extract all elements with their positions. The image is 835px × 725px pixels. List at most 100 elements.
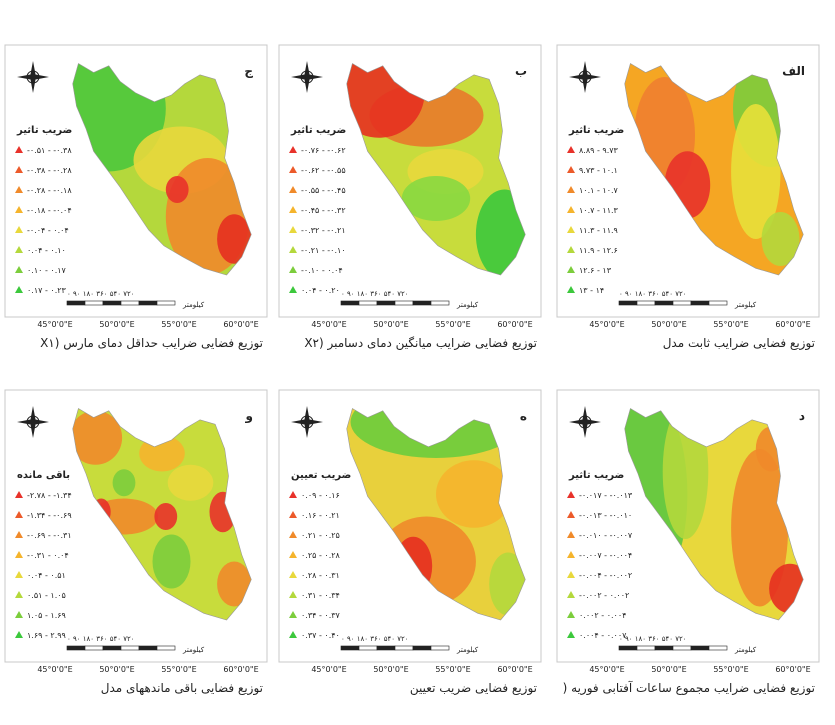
legend-item: ۱۲.۶ - ۱۳: [579, 266, 612, 275]
legend-item: ۰.۳۱ - ۰.۳۴: [301, 591, 340, 600]
caption: توزیع فضایی ضرایب میانگین دمای دسامبر (X…: [304, 336, 537, 351]
longitude-label: 55°0'0"E: [161, 665, 196, 674]
legend-item: -۰.۱۸ - -۰.۰۴: [27, 206, 72, 215]
longitude-label: 55°0'0"E: [713, 320, 748, 329]
caption: توزیع فضایی ضریب تعیین: [410, 681, 537, 696]
scale-unit: کیلومتر: [734, 301, 757, 309]
longitude-label: 45°0'0"E: [37, 320, 72, 329]
longitude-label: 55°0'0"E: [435, 665, 470, 674]
panel-letter: ه: [520, 409, 527, 423]
legend-item: ۰.۲۸ - ۰.۳۱: [301, 571, 340, 580]
legend-item: -۰.۱۰ - ۰.۰۴: [301, 266, 343, 275]
legend-item: ۰.۰۹ - ۰.۱۶: [301, 491, 340, 500]
longitude-label: 60°0'0"E: [775, 665, 810, 674]
caption: توزیع فضایی باقی ماندههای مدل: [101, 681, 263, 696]
legend-item: -۰.۰۱۷ - -۰.۰۱۳: [579, 491, 633, 500]
map-zone: [113, 469, 136, 496]
legend-item: -۰.۳۲ - -۰.۲۱: [301, 226, 346, 235]
scale-unit: کیلومتر: [182, 646, 205, 654]
longitude-label: 45°0'0"E: [37, 665, 72, 674]
map-zone: [154, 503, 177, 530]
legend-item: -۱.۳۴ - -۰.۶۹: [27, 511, 72, 520]
caption: توزیع فضایی ضرایب ثابت مدل: [663, 336, 815, 351]
scale-labels: ۰ ۹۰ ۱۸۰ ۳۶۰ ۵۴۰ ۷۲۰: [341, 290, 409, 298]
legend-title: باقی مانده: [17, 470, 70, 481]
legend-item: -۰.۵۱ - -۰.۳۸: [27, 146, 72, 155]
caption: توزیع فضایی ضرایب مجموع ساعات آفتابی فور…: [563, 680, 815, 696]
map-panel: ج ضریب تاثیر -۰.۵۱ - -۰.۳۸ -۰.۳۸ - -۰.۲۸ -۰.…: [5, 45, 267, 351]
map-zone: [153, 535, 191, 589]
legend-title: ضریب تاثیر: [290, 125, 346, 136]
legend-item: -۰.۶۲ - -۰.۵۵: [301, 166, 346, 175]
legend-item: ۱.۶۹ - ۲.۹۹: [27, 631, 66, 640]
legend-item: ۰.۰۰۲ - ۰.۰۰۴: [579, 611, 626, 620]
legend-title: ضریب تعیین: [291, 470, 351, 481]
panel-letter: ج: [244, 64, 253, 78]
scale-labels: ۰ ۹۰ ۱۸۰ ۳۶۰ ۵۴۰ ۷۲۰: [67, 635, 135, 643]
longitude-label: 45°0'0"E: [311, 320, 346, 329]
legend-item: ۰.۳۴ - ۰.۳۷: [301, 611, 341, 620]
legend-item: ۰.۳۷ - ۰.۴۰: [301, 631, 340, 640]
legend-item: -۰.۳۸ - -۰.۲۸: [27, 166, 72, 175]
longitude-label: 50°0'0"E: [373, 665, 408, 674]
longitude-label: 55°0'0"E: [161, 320, 196, 329]
longitude-label: 50°0'0"E: [651, 320, 686, 329]
legend-item: -۰.۰۱۰ - -۰.۰۰۷: [579, 531, 633, 540]
legend-item: -۰.۰۰۷ - -۰.۰۰۴: [579, 551, 632, 560]
longitude-label: 60°0'0"E: [223, 665, 258, 674]
legend-item: ۹.۷۳ - ۱۰.۱: [579, 166, 618, 175]
legend-item: ۰.۵۱ - ۱.۰۵: [27, 591, 66, 600]
legend-item: ۱.۰۵ - ۱.۶۹: [27, 611, 66, 620]
legend-item: ۰.۲۵ - ۰.۲۸: [301, 551, 341, 560]
legend-item: ۱۰.۷ - ۱۱.۳: [579, 206, 619, 215]
longitude-label: 50°0'0"E: [99, 320, 134, 329]
legend-item: ۰.۲۱ - ۰.۲۵: [301, 531, 340, 540]
legend-item: ۱۱.۹ - ۱۲.۶: [579, 246, 618, 255]
legend-item: -۰.۳۱ - ۰.۰۴: [27, 551, 69, 560]
legend-item: ۸.۸۹ - ۹.۷۳: [579, 146, 619, 155]
longitude-label: 60°0'0"E: [497, 320, 532, 329]
longitude-label: 45°0'0"E: [589, 665, 624, 674]
longitude-label: 50°0'0"E: [651, 665, 686, 674]
legend-item: ۰.۰۴ - ۰.۲۰: [301, 286, 340, 295]
legend-item: ۱۰.۱ - ۱۰.۷: [579, 186, 619, 195]
scale-labels: ۰ ۹۰ ۱۸۰ ۳۶۰ ۵۴۰ ۷۲۰: [619, 635, 687, 643]
map-panel: و باقی مانده -۲.۷۸ - -۱.۳۴ -۱.۳۴ - -۰.۶۹ -۰.…: [5, 390, 267, 696]
panel-letter: و: [245, 409, 253, 424]
page: الفضریب تاثیر۸.۸۹ - ۹.۷۳۹.۷۳ - ۱۰.۱۱۰.۱ …: [0, 0, 835, 721]
map-panel: ه ضریب تعیین ۰.۰۹ - ۰.۱۶ ۰.۱۶ - ۰.۲۱ ۰.۲۱ - …: [279, 386, 541, 696]
scale-labels: ۰ ۹۰ ۱۸۰ ۳۶۰ ۵۴۰ ۷۲۰: [341, 635, 409, 643]
legend-title: ضریب تاثیر: [16, 125, 72, 136]
legend-item: -۰.۲۸ - -۰.۱۸: [27, 186, 72, 195]
legend-item: -۰.۶۹ - -۰.۳۱: [27, 531, 72, 540]
legend-item: -۰.۷۶ - -۰.۶۲: [301, 146, 346, 155]
map-zone: [166, 176, 189, 203]
scale-unit: کیلومتر: [456, 646, 479, 654]
map-panel: ب ضریب تاثیر -۰.۷۶ - -۰.۶۲ -۰.۶۲ - -۰.۵۵ -۰.…: [279, 45, 541, 351]
legend-item: ۰.۰۴ - ۰.۵۱: [27, 571, 66, 580]
scale-labels: ۰ ۹۰ ۱۸۰ ۳۶۰ ۵۴۰ ۷۲۰: [619, 290, 687, 298]
legend-item: -۰.۰۰۴ - -۰.۰۰۲: [579, 571, 632, 580]
map-zone: [168, 465, 214, 501]
longitude-label: 50°0'0"E: [373, 320, 408, 329]
legend-item: ۰.۱۶ - ۰.۲۱: [301, 511, 340, 520]
longitude-label: 45°0'0"E: [589, 320, 624, 329]
legend-item: -۰.۵۵ - -۰.۴۵: [301, 186, 346, 195]
legend-item: -۲.۷۸ - -۱.۳۴: [27, 491, 72, 500]
longitude-label: 55°0'0"E: [713, 665, 748, 674]
scale-unit: کیلومتر: [734, 646, 757, 654]
legend-item: ۰.۱۰ - ۰.۱۷: [27, 266, 67, 275]
legend-item: ۰.۰۴ - ۰.۱۰: [27, 246, 66, 255]
panel-letter: ب: [515, 64, 527, 78]
legend-item: -۰.۲۱ - -۰.۱۰: [301, 246, 346, 255]
longitude-label: 50°0'0"E: [99, 665, 134, 674]
legend-item: -۰.۰۰۲ - ۰.۰۰۲: [579, 591, 629, 600]
scale-unit: کیلومتر: [456, 301, 479, 309]
scale-unit: کیلومتر: [182, 301, 205, 309]
longitude-label: 45°0'0"E: [311, 665, 346, 674]
legend-item: ۰.۱۷ - ۰.۲۳: [27, 286, 67, 295]
longitude-label: 55°0'0"E: [435, 320, 470, 329]
figure: الفضریب تاثیر۸.۸۹ - ۹.۷۳۹.۷۳ - ۱۰.۱۱۰.۱ …: [0, 0, 835, 721]
legend-item: ۱۳ - ۱۴: [579, 286, 604, 295]
